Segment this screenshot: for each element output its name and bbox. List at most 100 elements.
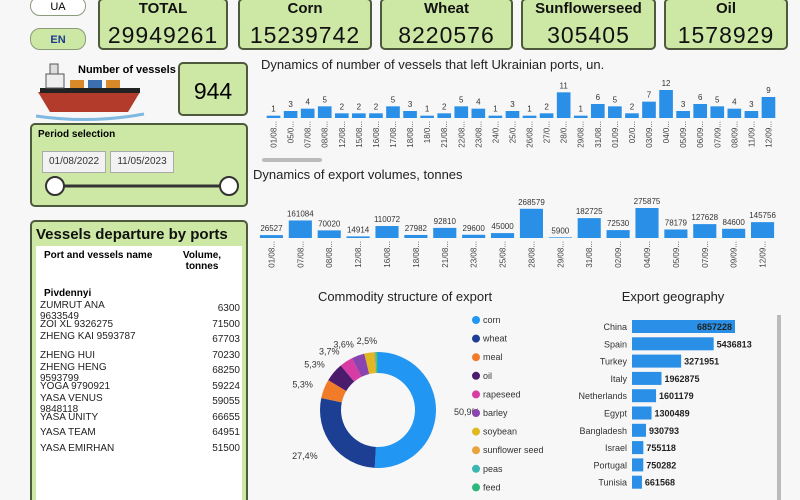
- data-label: 84600: [723, 218, 746, 227]
- x-tick-label: 31/08...: [594, 121, 603, 148]
- x-tick-label: 12/08...: [354, 241, 363, 268]
- legend-label: barley: [483, 408, 508, 418]
- bar: [548, 237, 572, 238]
- lang-ua[interactable]: UA: [30, 0, 86, 16]
- chart-title: Dynamics of export volumes, tonnes: [253, 167, 463, 182]
- x-tick-label: 06/09...: [696, 121, 705, 148]
- table-body: [36, 246, 242, 500]
- slice-label: 3,6%: [333, 339, 354, 349]
- data-label: 5: [323, 95, 328, 104]
- bar: [346, 236, 370, 238]
- x-tick-label: 01/08...: [270, 121, 279, 148]
- bar: [761, 97, 776, 118]
- bar: [625, 113, 639, 118]
- kpi-value: 15239742: [249, 22, 361, 48]
- bar: [642, 101, 656, 118]
- date-end[interactable]: 11/05/2023: [110, 151, 174, 173]
- legend-swatch: [472, 353, 480, 362]
- bar: [556, 92, 571, 118]
- data-label: 1962875: [664, 374, 699, 384]
- bar: [375, 226, 399, 238]
- data-label: 72530: [607, 219, 630, 228]
- bar: [632, 354, 682, 368]
- lang-en[interactable]: EN: [30, 28, 86, 50]
- x-tick-label: 05/09...: [672, 241, 681, 268]
- x-tick-label: 15/08...: [355, 121, 364, 148]
- bar: [404, 234, 428, 238]
- donut-slice: [328, 365, 355, 391]
- group-name: Pivdennyi: [44, 288, 92, 299]
- bar: [659, 90, 673, 118]
- period-title: Period selection: [38, 129, 116, 140]
- bar: [693, 224, 717, 238]
- x-tick-label: 11/09...: [747, 121, 756, 147]
- table-row: YASA VENUS 9848118 59055: [40, 393, 240, 415]
- x-tick-label: 24/0...: [491, 121, 500, 143]
- bar: [522, 115, 537, 118]
- donut-slice: [375, 352, 378, 374]
- kpi-value: 305405: [547, 22, 630, 48]
- data-label: 3: [288, 100, 293, 109]
- kpi-value: 8220576: [398, 22, 495, 48]
- bar: [751, 222, 775, 238]
- legend-label: corn: [483, 315, 501, 325]
- x-tick-label: 26/08...: [526, 121, 535, 148]
- data-label: 2: [630, 102, 635, 111]
- x-tick-label: 07/09...: [713, 121, 722, 148]
- date-start[interactable]: 01/08/2022: [42, 151, 106, 173]
- legend-label: meal: [483, 352, 503, 362]
- bar: [635, 208, 659, 238]
- vessel-volume: 6300: [217, 303, 240, 314]
- data-label: 3: [510, 100, 515, 109]
- data-label: 161084: [287, 209, 314, 218]
- donut-slice: [373, 352, 377, 374]
- table-row: YASA UNITY 66655: [40, 411, 240, 426]
- kpi-card: Oil 1578929: [664, 0, 788, 50]
- x-tick-label: 07/08...: [296, 241, 305, 268]
- donut-slice: [376, 352, 378, 374]
- x-tick-label: 01/09...: [611, 121, 620, 148]
- data-label: 2: [442, 102, 447, 111]
- legend-label: soybean: [483, 427, 517, 437]
- y-tick-label: Netherlands: [578, 391, 627, 401]
- donut-slice: [320, 398, 376, 468]
- vessel-name: YASA TEAM: [40, 427, 96, 438]
- vessel-name: YASA UNITY: [40, 411, 99, 423]
- period-card: Period selection 01/08/2022 11/05/2023: [30, 123, 248, 207]
- data-label: 92810: [434, 217, 457, 226]
- data-label: 7: [647, 91, 652, 100]
- slice-label: 27,4%: [292, 451, 318, 461]
- bar: [722, 228, 746, 238]
- bar: [259, 235, 283, 238]
- table-row: YASA TEAM 64951: [40, 426, 240, 441]
- bar: [676, 111, 690, 118]
- bar: [664, 229, 688, 238]
- data-label: 2: [544, 102, 549, 111]
- bar: [437, 113, 452, 118]
- vessel-volume: 68250: [212, 365, 240, 376]
- vessel-name: ZHENG KAI 9593787: [40, 331, 136, 342]
- x-tick-label: 23/08...: [474, 121, 483, 148]
- vessel-name: YASA EMIRHAN: [40, 442, 115, 454]
- bar: [433, 227, 457, 238]
- data-label: 1601179: [659, 391, 694, 401]
- x-tick-label: 28/0...: [560, 121, 569, 143]
- data-label: 145756: [749, 211, 776, 220]
- y-tick-label: Tunisia: [598, 478, 627, 488]
- bar: [606, 230, 630, 238]
- data-label: 26527: [260, 224, 283, 233]
- y-tick-label: China: [603, 322, 627, 332]
- slice-label: 5,3%: [304, 360, 325, 370]
- ports-table: Vessels departure by ports Port and vess…: [30, 220, 248, 500]
- x-tick-label: 12/09...: [759, 241, 768, 268]
- bar: [420, 115, 434, 118]
- bar: [632, 389, 657, 403]
- data-label: 12: [662, 79, 671, 88]
- data-label: 3: [681, 100, 686, 109]
- data-label: 27982: [405, 224, 428, 233]
- table-row: ZHENG KAI 9593787 67703: [40, 331, 240, 348]
- data-label: 5: [391, 95, 396, 104]
- vessels-value: 944: [193, 78, 233, 104]
- kpi-label: Sunflowerseed: [535, 0, 642, 17]
